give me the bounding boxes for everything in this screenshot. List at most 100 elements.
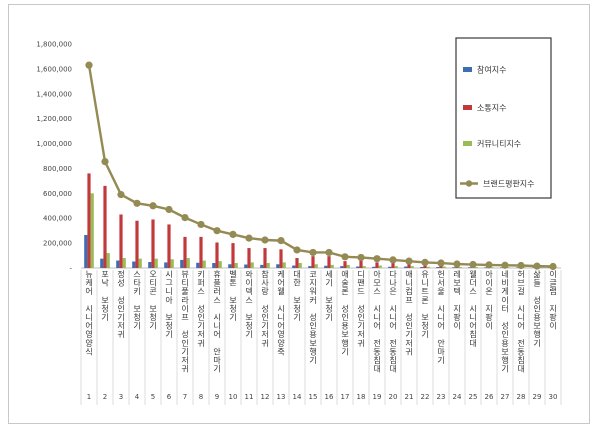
line-point <box>357 253 365 262</box>
bar <box>378 265 382 268</box>
bar <box>170 259 174 268</box>
rank-number: 21 <box>405 393 414 401</box>
rank-number: 1 <box>87 393 91 401</box>
line-point <box>117 190 125 199</box>
bar <box>474 267 478 268</box>
bar <box>423 264 427 268</box>
line-point <box>245 234 253 242</box>
bar <box>391 263 395 268</box>
legend-swatch <box>463 105 472 110</box>
legend-label: 커뮤니티지수 <box>477 139 521 149</box>
rank-number: 15 <box>309 393 318 401</box>
bar <box>282 262 286 268</box>
y-tick-label: 1,600,000 <box>36 65 72 73</box>
y-tick-label: 600,000 <box>43 190 72 198</box>
y-tick-label: 1,000,000 <box>36 140 72 148</box>
bar <box>234 263 238 268</box>
line-point <box>389 256 397 264</box>
line-point <box>341 253 349 261</box>
chart-frame: - 200,000 400,000 600,000 800,000 1,000,000 1,… <box>8 4 590 424</box>
bar <box>452 267 456 268</box>
line-point <box>293 246 301 254</box>
y-tick-label: 400,000 <box>43 215 72 223</box>
bar <box>100 258 104 268</box>
bar <box>138 258 142 268</box>
line-point <box>533 262 541 270</box>
bar <box>500 267 504 268</box>
y-tick-label: 1,400,000 <box>36 90 72 98</box>
bar <box>202 260 206 268</box>
rank-number: 5 <box>151 393 155 401</box>
bar <box>394 266 398 268</box>
bar <box>426 266 430 268</box>
legend-marker <box>465 180 473 187</box>
bar <box>362 266 366 268</box>
rank-number: 27 <box>501 393 510 401</box>
rank-number: 16 <box>325 393 334 401</box>
bar <box>439 265 443 268</box>
bar <box>420 267 424 268</box>
rank-number: 17 <box>341 393 350 401</box>
bar <box>375 262 379 268</box>
line-point <box>261 236 269 244</box>
line-point <box>277 237 285 245</box>
bar <box>215 242 219 268</box>
bar <box>484 267 488 268</box>
rank-number: 26 <box>485 393 494 401</box>
bar <box>135 220 139 268</box>
bar <box>196 262 200 268</box>
legend-box <box>455 37 552 199</box>
rank-number: 24 <box>453 393 462 401</box>
rank-number: 8 <box>199 393 203 401</box>
line-point <box>453 260 461 268</box>
line-point <box>213 227 221 235</box>
rank-number: 6 <box>167 393 172 401</box>
y-tick-label: 1,800,000 <box>36 41 72 49</box>
y-tick-label: 200,000 <box>43 240 72 248</box>
bar <box>103 185 107 268</box>
legend-label: 참여지수 <box>477 65 506 75</box>
bar <box>340 266 344 268</box>
bar <box>346 264 350 268</box>
bar <box>490 267 494 268</box>
bar <box>292 265 296 268</box>
legend-swatch <box>463 67 472 72</box>
bar <box>228 264 232 268</box>
bar <box>279 249 283 268</box>
legend-swatch <box>463 141 472 146</box>
rank-number: 3 <box>119 393 123 401</box>
rank-number: 20 <box>389 393 398 401</box>
bar <box>276 264 280 268</box>
bar <box>522 267 526 268</box>
bar <box>359 260 363 268</box>
bar <box>247 248 251 268</box>
line-point <box>405 257 413 265</box>
bar <box>324 265 328 268</box>
bar <box>244 264 248 268</box>
rank-number: 29 <box>533 393 542 401</box>
bar <box>404 266 408 268</box>
bar <box>250 262 254 268</box>
rank-number: 2 <box>103 393 107 401</box>
bar <box>356 266 360 268</box>
line-point <box>517 261 525 270</box>
bar <box>436 267 440 268</box>
bar <box>199 236 203 268</box>
